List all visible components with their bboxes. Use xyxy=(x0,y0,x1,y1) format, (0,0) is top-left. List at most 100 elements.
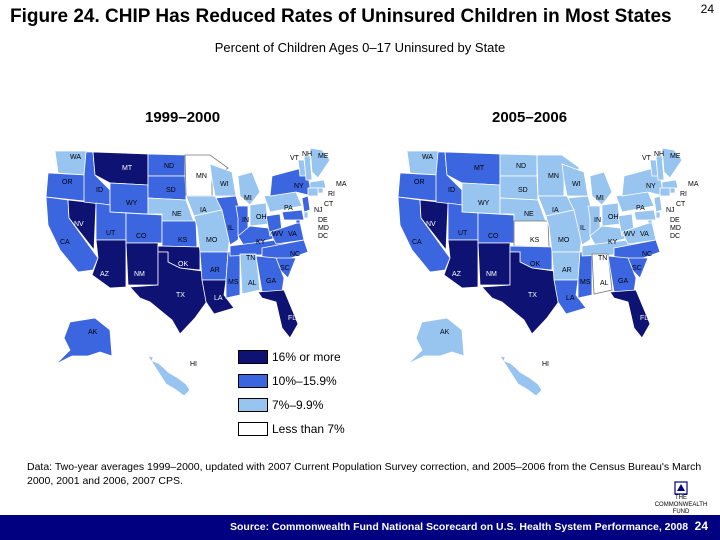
state-label-ri: RI xyxy=(680,191,687,198)
state-fl xyxy=(609,289,651,339)
state-label-mo: MO xyxy=(558,237,570,244)
state-nj xyxy=(301,195,311,213)
state-label-oh: OH xyxy=(256,214,267,221)
legend-item-under-7: Less than 7% xyxy=(238,422,438,438)
state-label-ne: NE xyxy=(172,211,182,218)
state-label-dc: DC xyxy=(670,233,680,240)
state-label-nv: NV xyxy=(426,221,436,228)
legend-swatch xyxy=(238,374,268,388)
legend-item-10-15: 10%–15.9% xyxy=(238,374,438,390)
state-tx xyxy=(481,251,561,335)
state-label-fl: FL xyxy=(640,315,648,322)
state-mt xyxy=(444,151,501,186)
state-label-va: VA xyxy=(640,231,649,238)
state-ga xyxy=(607,255,637,293)
state-nj xyxy=(653,195,663,213)
state-label-fl: FL xyxy=(288,315,296,322)
state-label-ia: IA xyxy=(552,207,559,214)
state-label-ne: NE xyxy=(524,211,534,218)
legend-swatch xyxy=(238,398,268,412)
state-ri xyxy=(669,187,676,194)
state-ar xyxy=(199,251,229,281)
state-md xyxy=(281,209,305,221)
state-label-id: ID xyxy=(448,187,455,194)
state-hi xyxy=(499,355,543,397)
logo-emblem-icon xyxy=(674,481,688,495)
state-label-md: MD xyxy=(318,225,329,232)
footer-source: Source: Commonwealth Fund National Score… xyxy=(230,521,689,533)
state-label-nm: NM xyxy=(134,271,145,278)
legend-item-16-plus: 16% or more xyxy=(238,350,438,366)
state-label-tn: TN xyxy=(598,255,607,262)
state-label-hi: HI xyxy=(542,361,549,368)
state-label-de: DE xyxy=(670,217,680,224)
us-map-1: WA OR CA NV ID MT WY UT AZ CO NM ND SD NE KS OK TX MN IA MO… xyxy=(397,147,699,397)
commonwealth-fund-logo: THE COMMONWEALTH FUND xyxy=(643,481,719,516)
state-label-nd: ND xyxy=(164,163,174,170)
state-de xyxy=(655,211,661,219)
legend-swatch xyxy=(238,350,268,364)
logo-line-3: FUND xyxy=(672,509,690,515)
state-label-mo: MO xyxy=(206,237,218,244)
state-me xyxy=(309,147,331,179)
state-label-wi: WI xyxy=(220,181,229,188)
state-label-de: DE xyxy=(318,217,328,224)
state-label-ms: MS xyxy=(580,279,591,286)
state-label-mn: MN xyxy=(196,173,207,180)
state-label-pa: PA xyxy=(284,205,293,212)
state-ar xyxy=(551,251,581,281)
state-label-ks: KS xyxy=(530,237,540,244)
state-mi xyxy=(589,171,613,206)
state-label-co: CO xyxy=(488,233,499,240)
state-label-or: OR xyxy=(414,179,425,186)
legend-label: Less than 7% xyxy=(272,422,345,436)
state-label-ky: KY xyxy=(256,239,266,246)
state-label-in: IN xyxy=(594,217,601,224)
state-label-nj: NJ xyxy=(666,207,675,214)
state-ga xyxy=(255,255,285,293)
state-wi xyxy=(209,163,237,197)
state-label-ma: MA xyxy=(336,181,347,188)
state-or xyxy=(397,172,439,202)
state-label-ga: GA xyxy=(618,278,628,285)
state-label-ut: UT xyxy=(106,230,116,237)
state-label-vt: VT xyxy=(642,155,652,162)
state-label-nh: NH xyxy=(302,151,312,158)
state-dc xyxy=(647,219,653,224)
state-label-ri: RI xyxy=(328,191,335,198)
state-label-mi: MI xyxy=(596,195,604,202)
state-label-il: IL xyxy=(228,225,234,232)
state-nm xyxy=(477,242,511,286)
legend-label: 10%–15.9% xyxy=(272,374,337,388)
state-wi xyxy=(561,163,589,197)
uninsured-maps: WA OR CA NV ID MT WY UT AZ CO NM ND SD NE KS OK TX MN IA MO… xyxy=(45,147,699,397)
state-mi xyxy=(237,171,261,206)
state-label-wv: WV xyxy=(272,231,284,238)
state-label-la: LA xyxy=(566,295,575,302)
state-label-nd: ND xyxy=(516,163,526,170)
state-label-oh: OH xyxy=(608,214,619,221)
state-label-tx: TX xyxy=(528,292,537,299)
footer-page-number: 24 xyxy=(694,519,708,533)
state-ak xyxy=(55,317,113,365)
state-label-sc: SC xyxy=(632,265,642,272)
state-label-sd: SD xyxy=(166,187,176,194)
state-label-mn: MN xyxy=(548,173,559,180)
state-label-wy: WY xyxy=(478,200,490,207)
state-or xyxy=(45,172,87,202)
state-de xyxy=(303,211,309,219)
state-label-ct: CT xyxy=(324,201,334,208)
state-tx xyxy=(129,251,209,335)
state-label-in: IN xyxy=(242,217,249,224)
state-il xyxy=(567,195,595,246)
logo-line-2: COMMONWEALTH xyxy=(654,502,708,508)
state-label-ar: AR xyxy=(562,267,572,274)
state-label-tn: TN xyxy=(246,255,255,262)
state-ct xyxy=(307,187,319,197)
legend-label: 16% or more xyxy=(272,350,341,364)
state-nm xyxy=(125,242,159,286)
state-az xyxy=(443,239,479,289)
state-label-wy: WY xyxy=(126,200,138,207)
state-ms xyxy=(577,251,593,299)
state-md xyxy=(633,209,657,221)
